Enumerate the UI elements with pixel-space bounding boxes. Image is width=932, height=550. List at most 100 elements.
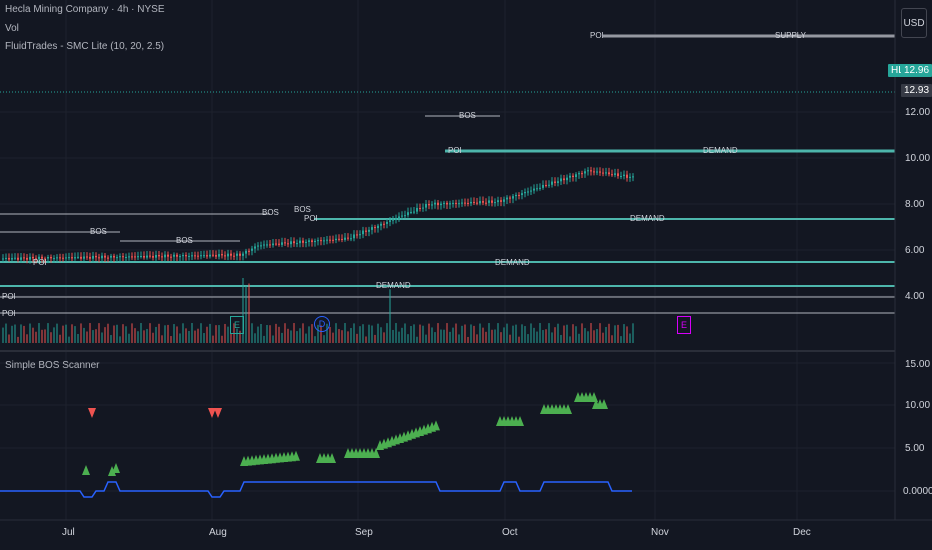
volume-bar xyxy=(119,336,121,343)
candle-body xyxy=(251,248,253,251)
volume-bar xyxy=(98,323,100,343)
volume-bar xyxy=(275,323,277,343)
volume-bar xyxy=(380,327,382,343)
candle-body xyxy=(248,250,250,252)
earnings-marker[interactable]: E xyxy=(677,316,691,334)
volume-legend[interactable]: Vol xyxy=(5,23,19,34)
candle-body xyxy=(320,240,322,242)
volume-bar xyxy=(452,327,454,343)
candle-body xyxy=(14,257,16,259)
candle-body xyxy=(521,193,523,196)
candle-body xyxy=(593,171,595,173)
candle-body xyxy=(485,202,487,204)
volume-bar xyxy=(599,323,601,343)
candle-body xyxy=(326,239,328,241)
volume-bar xyxy=(65,324,67,343)
candle-body xyxy=(266,244,268,246)
bullish-bos-marker xyxy=(600,399,608,409)
scanner-legend[interactable]: Simple BOS Scanner xyxy=(5,360,100,371)
volume-bar xyxy=(428,323,430,343)
candle-body xyxy=(32,256,34,259)
volume-bar xyxy=(257,326,259,343)
candle-body xyxy=(329,239,331,241)
volume-bar xyxy=(158,323,160,343)
x-tick: Aug xyxy=(209,527,227,538)
volume-bar xyxy=(623,324,625,343)
currency-button[interactable]: USD xyxy=(901,8,927,38)
candle-body xyxy=(410,211,412,213)
candle-body xyxy=(431,204,433,206)
bos-label: BOS xyxy=(294,205,311,214)
volume-bar xyxy=(77,334,79,343)
candle-body xyxy=(140,256,142,258)
y-tick-bottom: 0.0000 xyxy=(903,486,932,497)
volume-bar xyxy=(26,334,28,343)
volume-bar xyxy=(602,332,604,343)
candle-body xyxy=(548,184,550,186)
x-tick: Nov xyxy=(651,527,669,538)
candle-body xyxy=(404,215,406,217)
candle-body xyxy=(377,225,379,229)
candle-body xyxy=(203,255,205,257)
volume-bar xyxy=(131,323,133,343)
candle-body xyxy=(359,234,361,236)
candle-body xyxy=(491,200,493,203)
candle-body xyxy=(401,215,403,217)
bullish-bos-marker xyxy=(516,416,524,426)
demand-label: DEMAND xyxy=(630,214,665,223)
candle-body xyxy=(167,254,169,257)
candle-body xyxy=(161,256,163,258)
candle-body xyxy=(464,202,466,204)
dividend-marker[interactable]: D xyxy=(314,316,330,332)
volume-bar xyxy=(23,325,25,343)
volume-bar xyxy=(266,324,268,343)
candle-body xyxy=(617,173,619,177)
volume-bar xyxy=(182,323,184,343)
volume-bar xyxy=(572,324,574,343)
volume-bar xyxy=(323,335,325,343)
volume-bar xyxy=(593,330,595,343)
candle-body xyxy=(170,256,172,258)
candle-body xyxy=(467,202,469,204)
candle-body xyxy=(416,207,418,212)
volume-bar xyxy=(404,323,406,343)
candle-body xyxy=(596,171,598,173)
candle-body xyxy=(143,256,145,258)
volume-bar xyxy=(485,331,487,343)
volume-bar xyxy=(629,333,631,343)
demand-label: DEMAND xyxy=(495,258,530,267)
volume-bar xyxy=(392,329,394,343)
bearish-bos-marker xyxy=(214,408,222,418)
candle-body xyxy=(470,201,472,204)
candle-body xyxy=(629,176,631,178)
candle-body xyxy=(383,223,385,225)
symbol-title[interactable]: Hecla Mining Company · 4h · NYSE xyxy=(5,4,165,15)
volume-bar xyxy=(278,326,280,343)
volume-bar xyxy=(362,324,364,343)
candle-body xyxy=(386,221,388,224)
volume-bar xyxy=(140,323,142,343)
candle-body xyxy=(200,255,202,257)
candle-body xyxy=(68,257,70,259)
volume-bar xyxy=(584,328,586,343)
candle-body xyxy=(38,256,40,260)
volume-bar xyxy=(554,327,556,343)
candle-body xyxy=(455,202,457,204)
volume-bar xyxy=(116,324,118,343)
bos-scanner-plot xyxy=(0,392,632,498)
candle-body xyxy=(152,256,154,258)
volume-bar xyxy=(56,323,58,343)
indicator-legend[interactable]: FluidTrades - SMC Lite (10, 20, 2.5) xyxy=(5,41,165,52)
volume-bar xyxy=(152,332,154,343)
candle-body xyxy=(581,173,583,175)
volume-bar xyxy=(185,328,187,343)
candle-body xyxy=(512,196,514,199)
candle-body xyxy=(137,256,139,258)
volume-bar xyxy=(293,323,295,343)
supply-label: SUPPLY xyxy=(775,31,806,40)
candle-body xyxy=(362,230,364,235)
candle-body xyxy=(632,176,634,178)
earnings-marker[interactable]: E xyxy=(230,316,244,334)
candle-body xyxy=(419,207,421,209)
